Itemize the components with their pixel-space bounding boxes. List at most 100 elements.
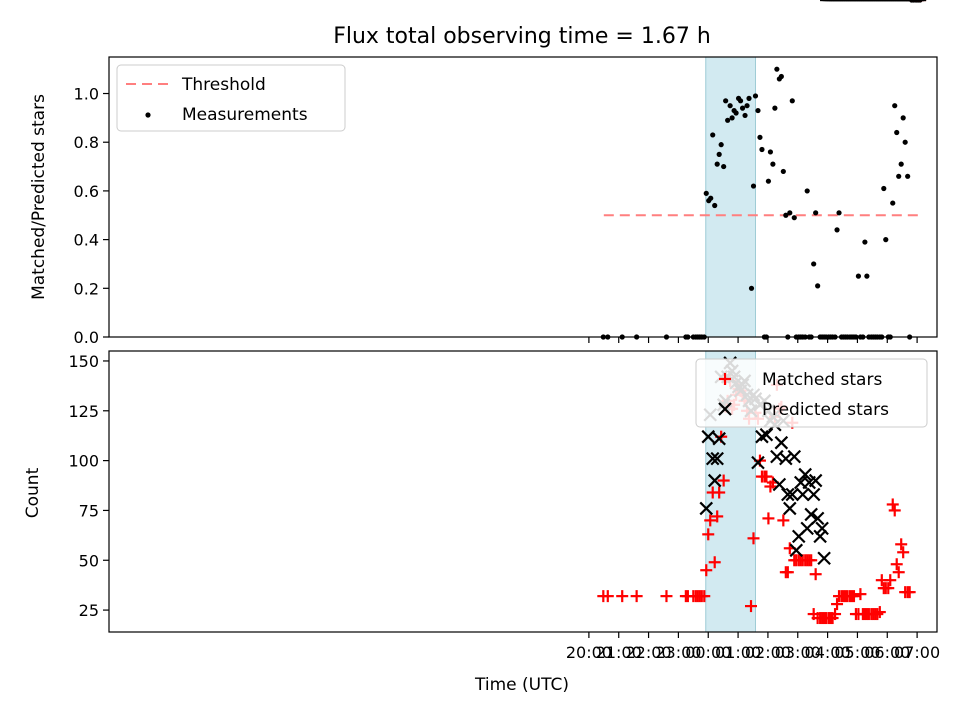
measurement-point	[721, 163, 727, 170]
measurement-point	[862, 239, 868, 245]
measurement-point	[791, 215, 797, 221]
measurement-point	[742, 112, 748, 119]
measurement-point	[739, 105, 746, 111]
legend-predicted-marker	[718, 402, 732, 416]
predicted-star-point	[789, 543, 804, 558]
count-panel: 25 50 75 100 125 150 20:0021:0022:0023:0000:0…	[23, 0, 940, 695]
predicted-star-point	[781, 487, 795, 502]
x-tick-label: 21:00	[596, 643, 642, 662]
measurement-point	[714, 161, 720, 167]
measurement-point	[770, 161, 776, 167]
count-y-axis-label: Count	[23, 467, 43, 518]
predicted-star-point	[810, 511, 825, 526]
x-tick-label: 05:00	[834, 643, 880, 662]
ratio-y-tick-label: 0.2	[74, 279, 99, 298]
matched-star-point	[888, 504, 901, 517]
count-y-tick-label: 100	[68, 452, 99, 471]
legend-threshold-label: Threshold	[181, 75, 266, 95]
ratio-y-tick-label: 1.0	[74, 85, 99, 104]
x-tick-label: 00:00	[685, 643, 731, 662]
measurement-point	[744, 103, 750, 109]
matched-star-point	[882, 582, 895, 595]
x-tick-label: 06:00	[864, 643, 910, 662]
matched-star-point	[805, 554, 818, 567]
count-y-tick-label: 50	[79, 551, 99, 570]
legend-predicted-label: Predicted stars	[762, 400, 889, 420]
measurement-point	[746, 95, 752, 101]
predicted-star-point	[806, 487, 821, 502]
measurement-point	[716, 151, 722, 157]
matched-star-point	[711, 510, 724, 523]
legend-measurements-label: Measurements	[182, 105, 308, 125]
legend-measurements-swatch	[145, 112, 151, 118]
matched-star-point	[700, 564, 713, 577]
count-y-tick-label: 75	[79, 501, 99, 520]
measurement-point	[900, 115, 906, 121]
predicted-star-point	[699, 501, 714, 516]
measurement-point	[729, 115, 735, 121]
measurement-point	[752, 93, 759, 99]
predicted-star-point	[705, 451, 720, 466]
x-tick-label: 03:00	[775, 643, 821, 662]
ratio-y-tick-label: 0.6	[74, 182, 99, 201]
measurement-point	[757, 134, 763, 140]
measurement-point	[780, 168, 786, 175]
matched-star-point	[760, 470, 773, 483]
matched-star-point	[829, 608, 842, 621]
measurement-point	[710, 132, 716, 138]
matched-star-point	[616, 590, 629, 603]
measurement-point	[864, 273, 870, 279]
x-tick-label: 07:00	[894, 643, 940, 662]
matched-star-point	[704, 514, 717, 527]
measurement-point	[723, 98, 729, 104]
measurement-point	[712, 202, 718, 209]
matched-star-point	[745, 600, 758, 613]
matched-star-point	[831, 598, 844, 611]
predicted-star-point	[707, 473, 722, 488]
matched-star-point	[630, 590, 643, 603]
measurement-point	[881, 185, 887, 192]
x-tick-label: 02:00	[745, 643, 791, 662]
matched-star-point	[903, 586, 916, 599]
measurement-point	[774, 66, 780, 72]
ratio-y-tick-label: 0.8	[74, 133, 99, 152]
predicted-star-point	[755, 429, 769, 444]
measurement-point	[902, 139, 908, 145]
measurement-point	[759, 146, 765, 153]
predicted-star-point	[701, 429, 716, 444]
measurement-point	[894, 129, 900, 136]
measurement-point	[815, 283, 821, 289]
matched-star-point	[660, 590, 673, 603]
matched-star-point	[890, 558, 903, 571]
matched-star-point	[702, 528, 715, 541]
measurement-point	[755, 107, 761, 114]
matched-star-point	[854, 588, 867, 601]
measurement-point	[896, 173, 902, 179]
matched-star-point	[871, 608, 884, 621]
measurement-point	[737, 98, 744, 104]
matched-star-point	[897, 546, 910, 559]
measurement-point	[783, 212, 789, 218]
predicted-star-point	[751, 455, 765, 470]
measurement-point	[834, 227, 840, 233]
matched-star-point	[873, 606, 886, 619]
x-tick-label: 20:00	[566, 643, 612, 662]
predicted-star-point	[813, 529, 827, 544]
matched-star-point	[698, 590, 711, 603]
predicted-star-point	[710, 451, 724, 466]
ratio-y-axis-label: Matched/Predicted stars	[29, 94, 49, 300]
legend-matched-swatch	[719, 373, 731, 385]
predicted-star-point	[795, 487, 810, 502]
predicted-star-point	[712, 431, 726, 446]
measurement-point	[905, 173, 911, 179]
matched-star-point	[708, 556, 721, 569]
measurement-point	[890, 200, 896, 206]
chart-title: Flux total observing time = 1.67 h	[333, 24, 711, 49]
count-panel-frame	[108, 350, 938, 633]
measurement-point	[767, 149, 774, 155]
legend-matched-label: Matched stars	[762, 370, 882, 390]
measurement-point	[772, 105, 778, 111]
ratio-panel: 0.0 0.2 0.4 0.6 0.8 1.0 Matched/Predicted sta…	[29, 0, 938, 347]
measurement-point	[855, 273, 862, 279]
matched-star-point	[895, 538, 908, 551]
